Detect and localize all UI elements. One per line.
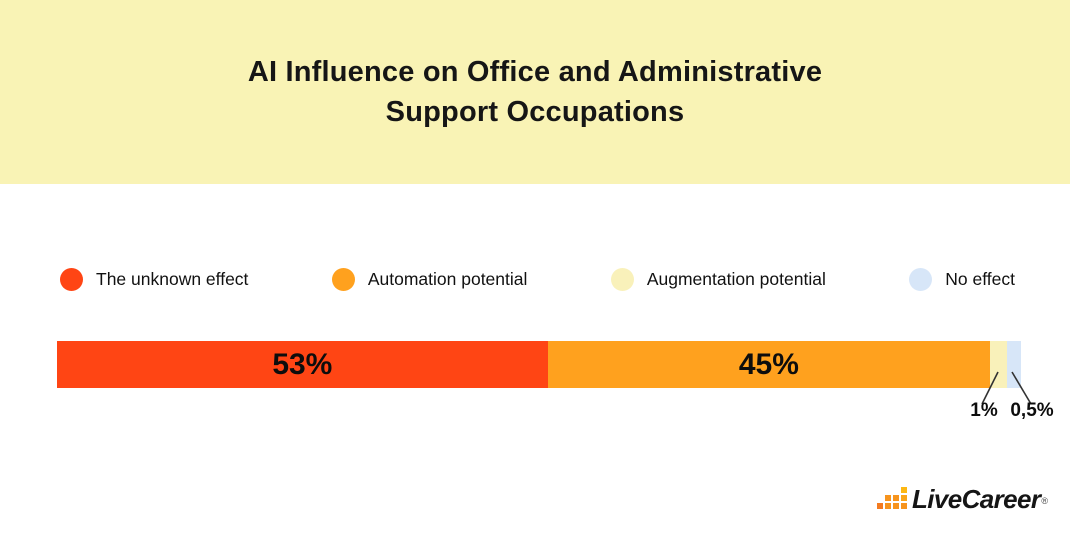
- legend-swatch-automation-potential: [331, 268, 355, 291]
- legend: The unknown effect Automation potential …: [60, 268, 1015, 291]
- bar-segment-no-effect: [1006, 341, 1021, 388]
- bar-value-no-effect: 0,5%: [1010, 400, 1054, 421]
- legend-label: Augmentation potential: [646, 269, 826, 289]
- legend-label: No effect: [945, 269, 1015, 289]
- leader-line-no-effect: [1011, 371, 1032, 405]
- logo-icon-square: [893, 503, 899, 509]
- legend-label: Automation potential: [367, 269, 528, 289]
- logo-icon-square: [901, 503, 907, 509]
- legend-swatch-no-effect: [909, 268, 933, 291]
- logo-icon-square: [877, 503, 883, 509]
- livecareer-logo: LiveCareer®: [877, 484, 1048, 514]
- bar-segment-automation-potential: 45%: [547, 341, 991, 388]
- logo-icon-square: [885, 495, 891, 501]
- bar-value-automation-potential: 45%: [738, 347, 799, 381]
- legend-label: The unknown effect: [96, 269, 249, 289]
- legend-item-augmentation-potential: Augmentation potential: [610, 268, 826, 291]
- bar-segment-unknown-effect: 53%: [57, 341, 548, 388]
- header-band: AI Influence on Office and Administrativ…: [0, 0, 1070, 184]
- leader-line-augmentation: [981, 371, 999, 405]
- bar-value-unknown-effect: 53%: [272, 347, 333, 381]
- livecareer-logo-text: LiveCareer®: [912, 484, 1048, 514]
- chart-title-line1: AI Influence on Office and Administrativ…: [247, 56, 823, 88]
- stacked-bar: 53% 45%: [57, 341, 1021, 388]
- logo-icon-square: [901, 495, 907, 501]
- chart-title: AI Influence on Office and Administrativ…: [248, 52, 822, 132]
- registered-trademark-symbol: ®: [1041, 496, 1048, 506]
- livecareer-logo-icon: [877, 487, 907, 509]
- logo-icon-square: [893, 495, 899, 501]
- chart-title-line2: Support Occupations: [385, 96, 685, 128]
- logo-wordmark: LiveCareer: [912, 484, 1041, 514]
- legend-item-unknown-effect: The unknown effect: [60, 268, 248, 291]
- legend-swatch-augmentation-potential: [610, 268, 634, 291]
- bar-value-augmentation-potential: 1%: [970, 400, 998, 421]
- legend-swatch-unknown-effect: [60, 268, 83, 291]
- leader-lines: [981, 371, 1032, 405]
- logo-icon-square: [901, 487, 907, 493]
- bar-segment-augmentation-potential: [990, 341, 1007, 388]
- legend-item-no-effect: No effect: [909, 268, 1015, 291]
- legend-item-automation-potential: Automation potential: [331, 268, 528, 291]
- logo-icon-square: [885, 503, 891, 509]
